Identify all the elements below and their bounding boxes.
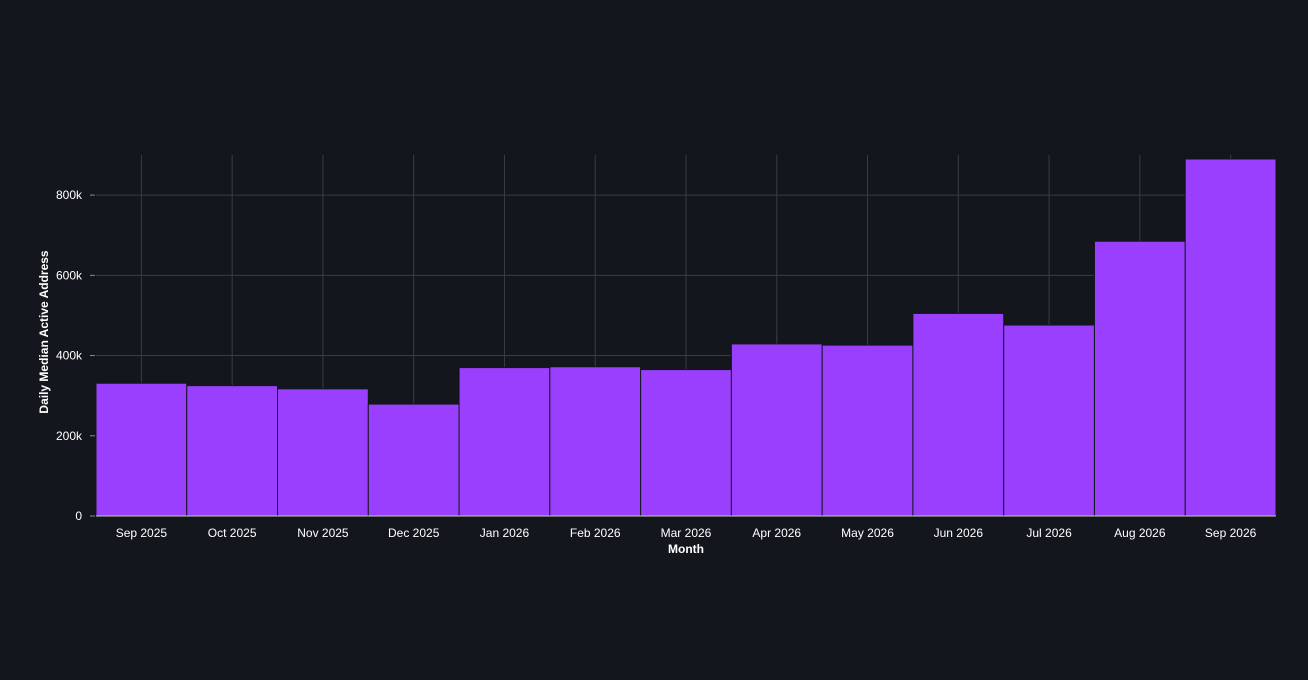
bar[interactable] <box>458 367 551 517</box>
bar[interactable] <box>1003 324 1095 517</box>
bar[interactable] <box>1093 240 1186 517</box>
bar[interactable] <box>186 385 279 517</box>
y-axis-ticks: 0 200k 400k 600k 800k <box>56 188 95 523</box>
y-tick-label: 800k <box>56 188 83 202</box>
x-tick-label: Feb 2026 <box>570 526 621 540</box>
bar[interactable] <box>640 369 732 517</box>
x-tick-label: Dec 2025 <box>388 526 440 540</box>
y-tick-label: 0 <box>75 509 82 523</box>
bar[interactable] <box>912 312 1005 517</box>
x-tick-label: Mar 2026 <box>661 526 712 540</box>
y-tick-label: 400k <box>56 349 83 363</box>
bar[interactable] <box>1184 158 1277 517</box>
bar[interactable] <box>277 388 369 517</box>
bar[interactable] <box>549 366 642 517</box>
x-tick-label: Sep 2025 <box>116 526 168 540</box>
x-tick-label: Jan 2026 <box>480 526 530 540</box>
x-tick-label: Apr 2026 <box>752 526 801 540</box>
bar[interactable] <box>367 403 460 517</box>
y-axis-title: Daily Median Active Address <box>37 250 51 413</box>
y-tick-label: 600k <box>56 268 83 282</box>
x-tick-label: Nov 2025 <box>297 526 349 540</box>
bar[interactable] <box>95 382 188 517</box>
x-tick-label: Sep 2026 <box>1205 526 1257 540</box>
x-tick-label: May 2026 <box>841 526 894 540</box>
x-tick-label: Jun 2026 <box>934 526 984 540</box>
bar[interactable] <box>730 343 823 517</box>
x-tick-label: Oct 2025 <box>208 526 257 540</box>
x-tick-label: Jul 2026 <box>1026 526 1072 540</box>
x-axis-title: Month <box>668 542 704 556</box>
bars <box>95 158 1277 517</box>
bar[interactable] <box>821 344 914 517</box>
y-tick-label: 200k <box>56 429 83 443</box>
x-tick-label: Aug 2026 <box>1114 526 1166 540</box>
x-axis-ticks: Sep 2025 Oct 2025 Nov 2025 Dec 2025 Jan 2026… <box>96 515 1276 540</box>
